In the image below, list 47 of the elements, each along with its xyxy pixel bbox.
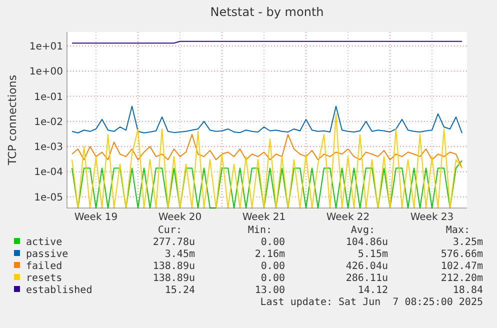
text: Last update: Sat Jun 7 08:25:00 2025 [260, 297, 483, 308]
text: 18.84 [452, 285, 483, 296]
x-tick-label: Week 21 [242, 212, 286, 223]
y-tick-label: 1e-03 [34, 142, 63, 154]
y-tick-label: 1e+01 [29, 41, 63, 52]
text: 14.12 [358, 285, 388, 296]
text: 277.78u [152, 237, 195, 248]
text: 138.89u [152, 261, 195, 272]
text: 0.00 [260, 273, 285, 284]
text: 0.00 [260, 261, 285, 272]
text: 138.89u [152, 273, 195, 284]
text: Cur: [158, 225, 182, 236]
y-tick-label: 1e-02 [34, 116, 63, 128]
y-tick-label: 1e-05 [34, 192, 63, 204]
text: 102.47m [440, 261, 483, 272]
text: Min: [248, 225, 272, 236]
text: Avg: [350, 225, 375, 236]
text: Max: [446, 225, 470, 236]
text: 576.66m [440, 249, 483, 260]
text: 0.00 [260, 237, 285, 248]
y-tick-label: 1e+00 [29, 66, 63, 78]
text: 212.20m [440, 273, 483, 284]
text: 2.16m [254, 249, 285, 260]
legend-label: passive [26, 249, 68, 260]
y-axis-title: TCP connections [6, 74, 19, 166]
line-series [72, 113, 462, 208]
text: 15.24 [164, 285, 195, 296]
x-tick-label: Week 19 [74, 212, 118, 223]
y-tick-label: 1e-01 [34, 92, 63, 103]
text: 5.15m [358, 249, 388, 260]
text: 3.25m [452, 237, 483, 248]
text: 104.86u [346, 237, 388, 248]
text: 3.45m [164, 249, 195, 260]
legend-label: established [26, 285, 92, 296]
y-tick-label: 1e-04 [34, 167, 63, 178]
legend-label: resets [26, 273, 62, 284]
legend-label: failed [26, 261, 62, 272]
legend-label: active [26, 237, 62, 248]
text: 286.11u [346, 273, 388, 284]
x-tick-label: Week 22 [326, 212, 370, 223]
line-series [72, 106, 462, 134]
text: 426.04u [346, 261, 388, 272]
x-tick-label: Week 20 [158, 212, 202, 223]
text: 13.00 [254, 285, 285, 296]
chart-title: Netstat - by month [210, 5, 324, 19]
x-tick-label: Week 23 [410, 212, 454, 223]
line-series [72, 134, 462, 169]
